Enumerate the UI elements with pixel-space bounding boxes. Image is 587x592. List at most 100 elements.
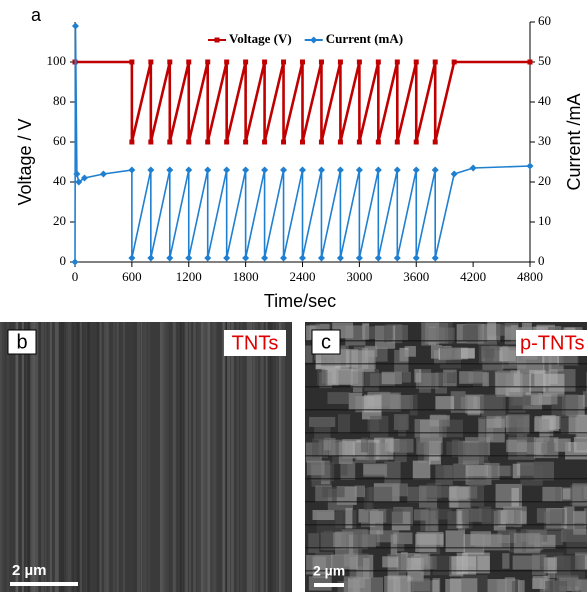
flake xyxy=(370,415,389,438)
flake xyxy=(354,485,365,498)
streak xyxy=(136,322,141,592)
flake xyxy=(394,324,408,341)
streak xyxy=(278,322,280,592)
x-tick-label: 1800 xyxy=(233,269,259,284)
flake xyxy=(535,534,544,551)
y2-tick-label: 20 xyxy=(538,173,551,188)
y2-tick-label: 50 xyxy=(538,53,551,68)
marker xyxy=(299,166,306,174)
streak xyxy=(8,322,11,592)
flake xyxy=(432,579,440,592)
flake xyxy=(556,575,579,587)
label-box xyxy=(7,329,37,355)
streak xyxy=(118,322,122,592)
marker xyxy=(281,59,287,65)
flake xyxy=(398,415,406,437)
flake xyxy=(363,487,372,511)
streak xyxy=(257,322,261,592)
flake xyxy=(408,580,433,592)
marker xyxy=(129,139,135,145)
flake xyxy=(542,486,562,502)
crack xyxy=(305,386,587,388)
data-line xyxy=(75,60,530,143)
flake xyxy=(384,324,393,343)
streak xyxy=(196,322,200,592)
flake xyxy=(420,553,431,576)
flake xyxy=(496,579,512,592)
streak xyxy=(112,322,116,592)
streak xyxy=(223,322,226,592)
marker xyxy=(432,59,438,65)
flake xyxy=(439,419,463,438)
marker xyxy=(204,254,212,262)
flake xyxy=(345,325,366,346)
marker xyxy=(242,254,250,262)
flake xyxy=(532,554,547,576)
marker xyxy=(262,139,268,145)
streak xyxy=(140,322,143,592)
crack xyxy=(305,432,587,434)
streak xyxy=(96,322,100,592)
x-tick-label: 0 xyxy=(72,269,79,284)
flake xyxy=(317,369,328,386)
streak xyxy=(267,322,271,592)
streak xyxy=(142,322,146,592)
marker xyxy=(73,170,81,178)
streak xyxy=(0,322,5,592)
streak xyxy=(180,322,182,592)
y-tick-label: 100 xyxy=(47,53,67,68)
streak xyxy=(203,322,205,592)
plot-area xyxy=(71,22,534,266)
marker xyxy=(261,166,269,174)
flake xyxy=(306,460,325,476)
flake xyxy=(448,485,459,508)
flake xyxy=(557,438,569,452)
marker xyxy=(526,162,534,170)
streak xyxy=(104,322,106,592)
marker xyxy=(224,139,230,145)
marker xyxy=(185,254,193,262)
y-tick-label: 20 xyxy=(53,213,66,228)
streak xyxy=(115,322,117,592)
streak xyxy=(235,322,239,592)
flake xyxy=(394,349,409,373)
flake xyxy=(338,414,351,434)
flake xyxy=(368,486,393,502)
marker xyxy=(262,59,268,65)
streak xyxy=(41,322,44,592)
streak xyxy=(35,322,39,592)
streak xyxy=(251,322,256,592)
marker xyxy=(205,59,211,65)
marker xyxy=(355,254,363,262)
marker xyxy=(280,254,288,262)
flake xyxy=(506,439,527,453)
streak xyxy=(194,322,198,592)
flake xyxy=(462,552,490,574)
flake xyxy=(338,441,353,465)
streak xyxy=(201,322,204,592)
marker xyxy=(185,166,193,174)
streak xyxy=(162,322,165,592)
flake xyxy=(576,437,587,451)
streak xyxy=(54,322,59,592)
marker xyxy=(71,22,79,30)
marker xyxy=(394,139,400,145)
streak xyxy=(105,322,109,592)
streak xyxy=(87,322,90,592)
streak xyxy=(69,322,73,592)
flake xyxy=(404,346,416,357)
marker xyxy=(412,254,420,262)
flake xyxy=(389,394,414,410)
flake xyxy=(378,508,403,524)
marker xyxy=(336,166,344,174)
flake xyxy=(536,508,562,523)
flake xyxy=(465,465,488,477)
tag-box xyxy=(224,330,286,356)
flake xyxy=(407,486,427,503)
streak xyxy=(270,322,273,592)
flake xyxy=(331,554,358,570)
marker xyxy=(300,139,305,145)
streak xyxy=(193,322,196,592)
flake xyxy=(461,508,482,523)
marker xyxy=(337,139,343,145)
